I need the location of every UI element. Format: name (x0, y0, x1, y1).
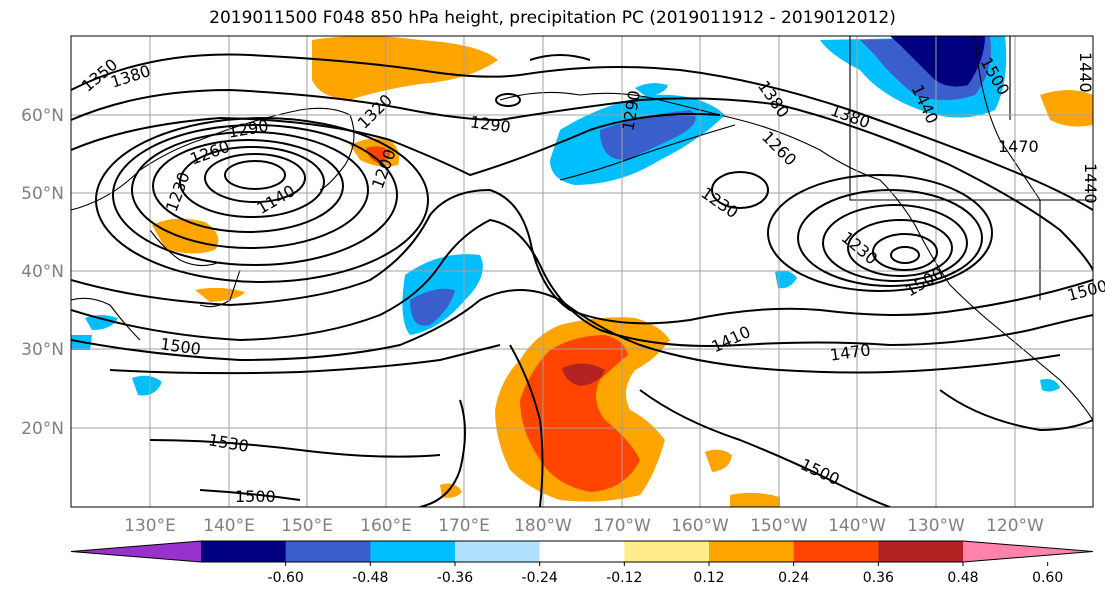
colorbar-outline (70, 540, 1094, 563)
svg-text:170°E: 170°E (438, 516, 490, 536)
svg-text:170°W: 170°W (593, 516, 651, 536)
colorbar-tick-label: -0.24 (522, 570, 558, 586)
colorbar-tick-label: 0.12 (693, 570, 724, 586)
colorbar: -0.60 -0.48 -0.36 -0.24 -0.12 0.12 0.24 0.36 0.4… (70, 540, 1094, 586)
colorbar-bin (285, 541, 371, 562)
svg-text:130°W: 130°W (907, 516, 965, 536)
svg-text:40°N: 40°N (21, 262, 64, 282)
colorbar-tick-label: 0.24 (778, 570, 809, 586)
colorbar-bin (455, 541, 541, 562)
colorbar-bin (878, 541, 964, 562)
colorbar-tick-label: 0.48 (947, 570, 978, 586)
svg-text:1440: 1440 (1076, 52, 1095, 93)
svg-text:1440: 1440 (1081, 163, 1100, 204)
colorbar-bin (624, 541, 710, 562)
svg-text:160°W: 160°W (671, 516, 729, 536)
height-contours (71, 53, 1093, 507)
map-frame (70, 35, 1094, 508)
colorbar-extend-low (71, 541, 201, 562)
colorbar-bin (709, 541, 795, 562)
colorbar-tick-label: -0.60 (268, 570, 304, 586)
svg-text:180°W: 180°W (514, 516, 572, 536)
colorbar-bin (370, 541, 456, 562)
colorbar-bin (201, 541, 287, 562)
svg-text:1500: 1500 (235, 487, 276, 506)
colorbar-tick-label: 0.36 (863, 570, 894, 586)
svg-text:140°W: 140°W (828, 516, 886, 536)
graticule (71, 36, 1093, 507)
colorbar-tick-label: -0.12 (606, 570, 642, 586)
svg-text:130°E: 130°E (124, 516, 176, 536)
colorbar-tick-label: -0.36 (437, 570, 473, 586)
svg-text:150°W: 150°W (750, 516, 808, 536)
svg-text:140°E: 140°E (203, 516, 255, 536)
svg-text:30°N: 30°N (21, 340, 64, 360)
svg-text:150°E: 150°E (281, 516, 333, 536)
colorbar-extend-high (963, 541, 1093, 562)
svg-text:20°N: 20°N (21, 419, 64, 439)
colorbar-tick-label: 0.60 (1032, 570, 1063, 586)
svg-text:60°N: 60°N (21, 106, 64, 126)
svg-text:1470: 1470 (998, 137, 1039, 156)
svg-text:120°W: 120°W (986, 516, 1044, 536)
map-title: 2019011500 F048 850 hPa height, precipit… (209, 8, 896, 28)
precip-shading (71, 36, 1093, 507)
colorbar-bin (539, 541, 625, 562)
longitude-labels: 130°E 140°E 150°E 160°E 170°E 180°W 170°… (124, 516, 1044, 536)
latitude-labels: 60°N 50°N 40°N 30°N 20°N (21, 106, 64, 439)
svg-text:50°N: 50°N (21, 184, 64, 204)
colorbar-tick-label: -0.48 (352, 570, 388, 586)
svg-text:160°E: 160°E (360, 516, 412, 536)
colorbar-bin (793, 541, 879, 562)
